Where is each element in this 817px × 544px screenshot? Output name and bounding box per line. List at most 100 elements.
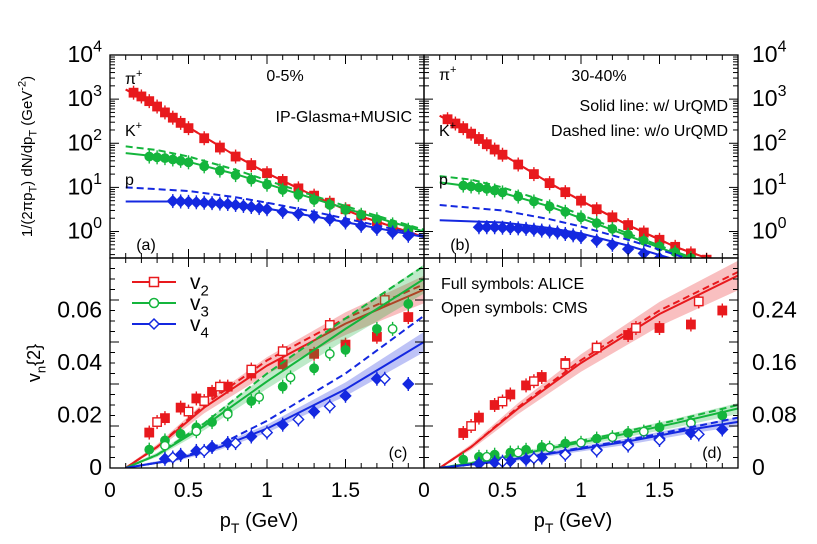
model-dashed-line [439, 175, 697, 258]
cms-point [292, 413, 305, 426]
data-point [355, 219, 368, 232]
data-point [309, 195, 319, 205]
data-point [402, 229, 415, 242]
data-point [497, 187, 508, 198]
data-point [252, 201, 266, 215]
data-point [260, 203, 274, 216]
panel-label: (c) [389, 445, 408, 462]
data-point [551, 226, 564, 239]
legend-label: v2​ [190, 271, 209, 299]
cms-point [229, 436, 242, 450]
series-K+ [439, 175, 708, 258]
x-tick-label: 1.5 [331, 479, 360, 502]
species-label: π+​ [439, 64, 456, 84]
x-tick-label: 0 [104, 479, 116, 502]
y-tick-label: 104​ [752, 39, 787, 67]
alice-point [403, 312, 414, 322]
data-point [128, 87, 139, 98]
y-tick-label: 100​ [752, 215, 787, 243]
cms-point [260, 426, 274, 439]
plot-area-d [439, 260, 738, 468]
cms-point [166, 451, 179, 464]
panel-frame [423, 54, 739, 259]
data-point [262, 168, 272, 179]
data-point [686, 263, 696, 273]
cms-point [324, 348, 335, 359]
alice-point [472, 457, 486, 468]
data-point [246, 174, 257, 185]
alice-point [402, 377, 415, 391]
alice-point [623, 428, 633, 438]
data-point [237, 199, 250, 213]
alice-point [205, 440, 219, 454]
panel-frame [423, 257, 739, 469]
data-point [175, 155, 186, 166]
data-point [591, 204, 602, 215]
alice-point [458, 454, 469, 465]
alice-point [144, 427, 155, 438]
x-axis-label: pT​ (GeV) [534, 510, 613, 536]
alice-point [623, 330, 634, 340]
annotation-text: IP-Glasma+MUSIC [276, 109, 412, 126]
data-point [230, 170, 241, 180]
alice-point [175, 402, 186, 413]
data-point [276, 205, 289, 218]
data-point [606, 238, 619, 251]
centrality-label: 30-40% [571, 68, 626, 85]
y-tick-label: 103​ [68, 83, 103, 111]
data-point [144, 96, 155, 107]
species-label: π+​ [125, 68, 142, 88]
cms-point [214, 381, 225, 392]
alice-point [309, 363, 319, 374]
y-tick-label: 101​ [68, 171, 103, 199]
data-point [182, 195, 195, 209]
data-point [513, 191, 524, 202]
alice-point [276, 418, 289, 431]
annotation-text: Open symbols: CMS [441, 300, 588, 317]
cms-point [693, 296, 704, 307]
data-point [590, 234, 603, 247]
data-point [339, 216, 352, 229]
data-point [136, 91, 147, 102]
cms-point [607, 432, 618, 443]
data-point [576, 212, 586, 223]
ticks-b [423, 54, 739, 258]
data-point [513, 159, 524, 170]
data-point [529, 169, 539, 180]
model-dashed-line [439, 271, 738, 468]
data-point [166, 194, 179, 208]
data-point [199, 161, 210, 172]
cms-point [576, 437, 586, 448]
data-point [160, 107, 170, 118]
legend-label: v3​ [190, 292, 209, 320]
cms-point [513, 447, 524, 458]
cms-point [198, 444, 211, 458]
data-point [544, 178, 555, 189]
data-point [175, 117, 186, 128]
data-point [504, 221, 517, 235]
annotation-text: Solid line: w/ UrQMD [580, 98, 728, 115]
x-axis-label: pT​ (GeV) [220, 510, 299, 536]
data-point [496, 221, 509, 234]
cms-point [323, 400, 336, 413]
alice-point [144, 444, 155, 455]
cms-point [183, 406, 194, 417]
y-tick-label: 0.24 [752, 297, 797, 323]
alice-point [175, 428, 186, 439]
legend-label: v4​ [190, 313, 209, 341]
alice-point [536, 372, 547, 382]
cms-point [638, 426, 649, 437]
cms-point [191, 426, 202, 437]
alice-point [535, 451, 548, 464]
model-solid-line [439, 274, 738, 468]
legend-marker [148, 297, 160, 309]
cms-point [481, 451, 492, 462]
model-dashed-line [125, 265, 424, 468]
data-point [607, 212, 618, 223]
y-tick-label: 104​ [68, 39, 103, 67]
data-point [386, 226, 399, 239]
plot-area-c [125, 264, 424, 468]
alice-point [654, 323, 665, 333]
data-point [205, 196, 219, 210]
cms-point [590, 444, 603, 457]
